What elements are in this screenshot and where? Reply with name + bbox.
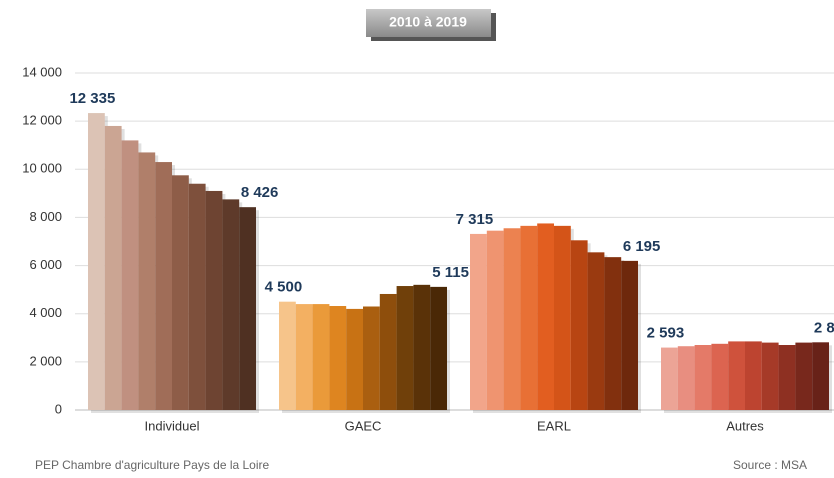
bar [104, 125, 122, 410]
value-label: 5 115 [432, 264, 469, 281]
bar [239, 207, 256, 410]
value-label: 2 593 [647, 325, 685, 342]
bar [379, 293, 397, 410]
bar [88, 113, 105, 411]
bar [329, 306, 347, 410]
subtitle: 2010 à 2019 [389, 14, 467, 30]
bar [222, 199, 240, 410]
y-tick-label: 6 000 [29, 257, 62, 272]
bar [520, 225, 538, 410]
y-tick-label: 10 000 [22, 161, 62, 176]
value-label: 12 335 [69, 90, 115, 107]
bar [745, 341, 762, 410]
bar [279, 301, 296, 410]
value-label: 8 426 [241, 184, 279, 201]
bar [795, 342, 813, 410]
value-label: 7 315 [456, 211, 494, 228]
bar [172, 175, 189, 410]
bar [570, 240, 588, 410]
bar [503, 228, 521, 410]
bar [155, 162, 172, 410]
x-tick-label: GAEC [345, 418, 382, 433]
bar [188, 183, 206, 410]
source: Source : MSA [733, 458, 807, 472]
y-tick-label: 8 000 [29, 209, 62, 224]
y-tick-label: 4 000 [29, 305, 62, 320]
y-tick-label: 0 [55, 401, 62, 416]
bar [587, 252, 605, 410]
bar [621, 260, 638, 410]
bar [312, 304, 330, 410]
bar [486, 230, 504, 410]
bar [363, 306, 380, 410]
bar [396, 286, 414, 410]
y-tick-label: 12 000 [22, 113, 62, 128]
x-tick-label: Autres [726, 418, 764, 433]
bar [430, 286, 447, 410]
bar [728, 341, 745, 410]
bar [413, 284, 431, 410]
value-label: 4 500 [265, 279, 303, 296]
bar [677, 346, 695, 410]
bar [205, 190, 223, 410]
y-tick-label: 14 000 [22, 64, 62, 79]
bar [537, 223, 554, 410]
bar [661, 347, 678, 410]
bar [694, 345, 712, 410]
bar [346, 308, 363, 410]
value-label: 2 812 [814, 319, 834, 336]
bar [778, 345, 796, 410]
bar [711, 343, 729, 410]
bar [470, 233, 487, 410]
x-tick-label: Individuel [145, 418, 200, 433]
bar [138, 152, 156, 410]
bar [761, 342, 779, 410]
value-label: 6 195 [623, 238, 661, 255]
x-tick-label: EARL [537, 418, 571, 433]
bar [295, 304, 313, 410]
badge [366, 9, 491, 37]
bar [812, 342, 829, 410]
bar [604, 257, 622, 410]
credit: PEP Chambre d'agriculture Pays de la Loi… [35, 458, 270, 472]
y-tick-label: 2 000 [29, 353, 62, 368]
bar [554, 225, 571, 410]
bar [121, 140, 139, 410]
